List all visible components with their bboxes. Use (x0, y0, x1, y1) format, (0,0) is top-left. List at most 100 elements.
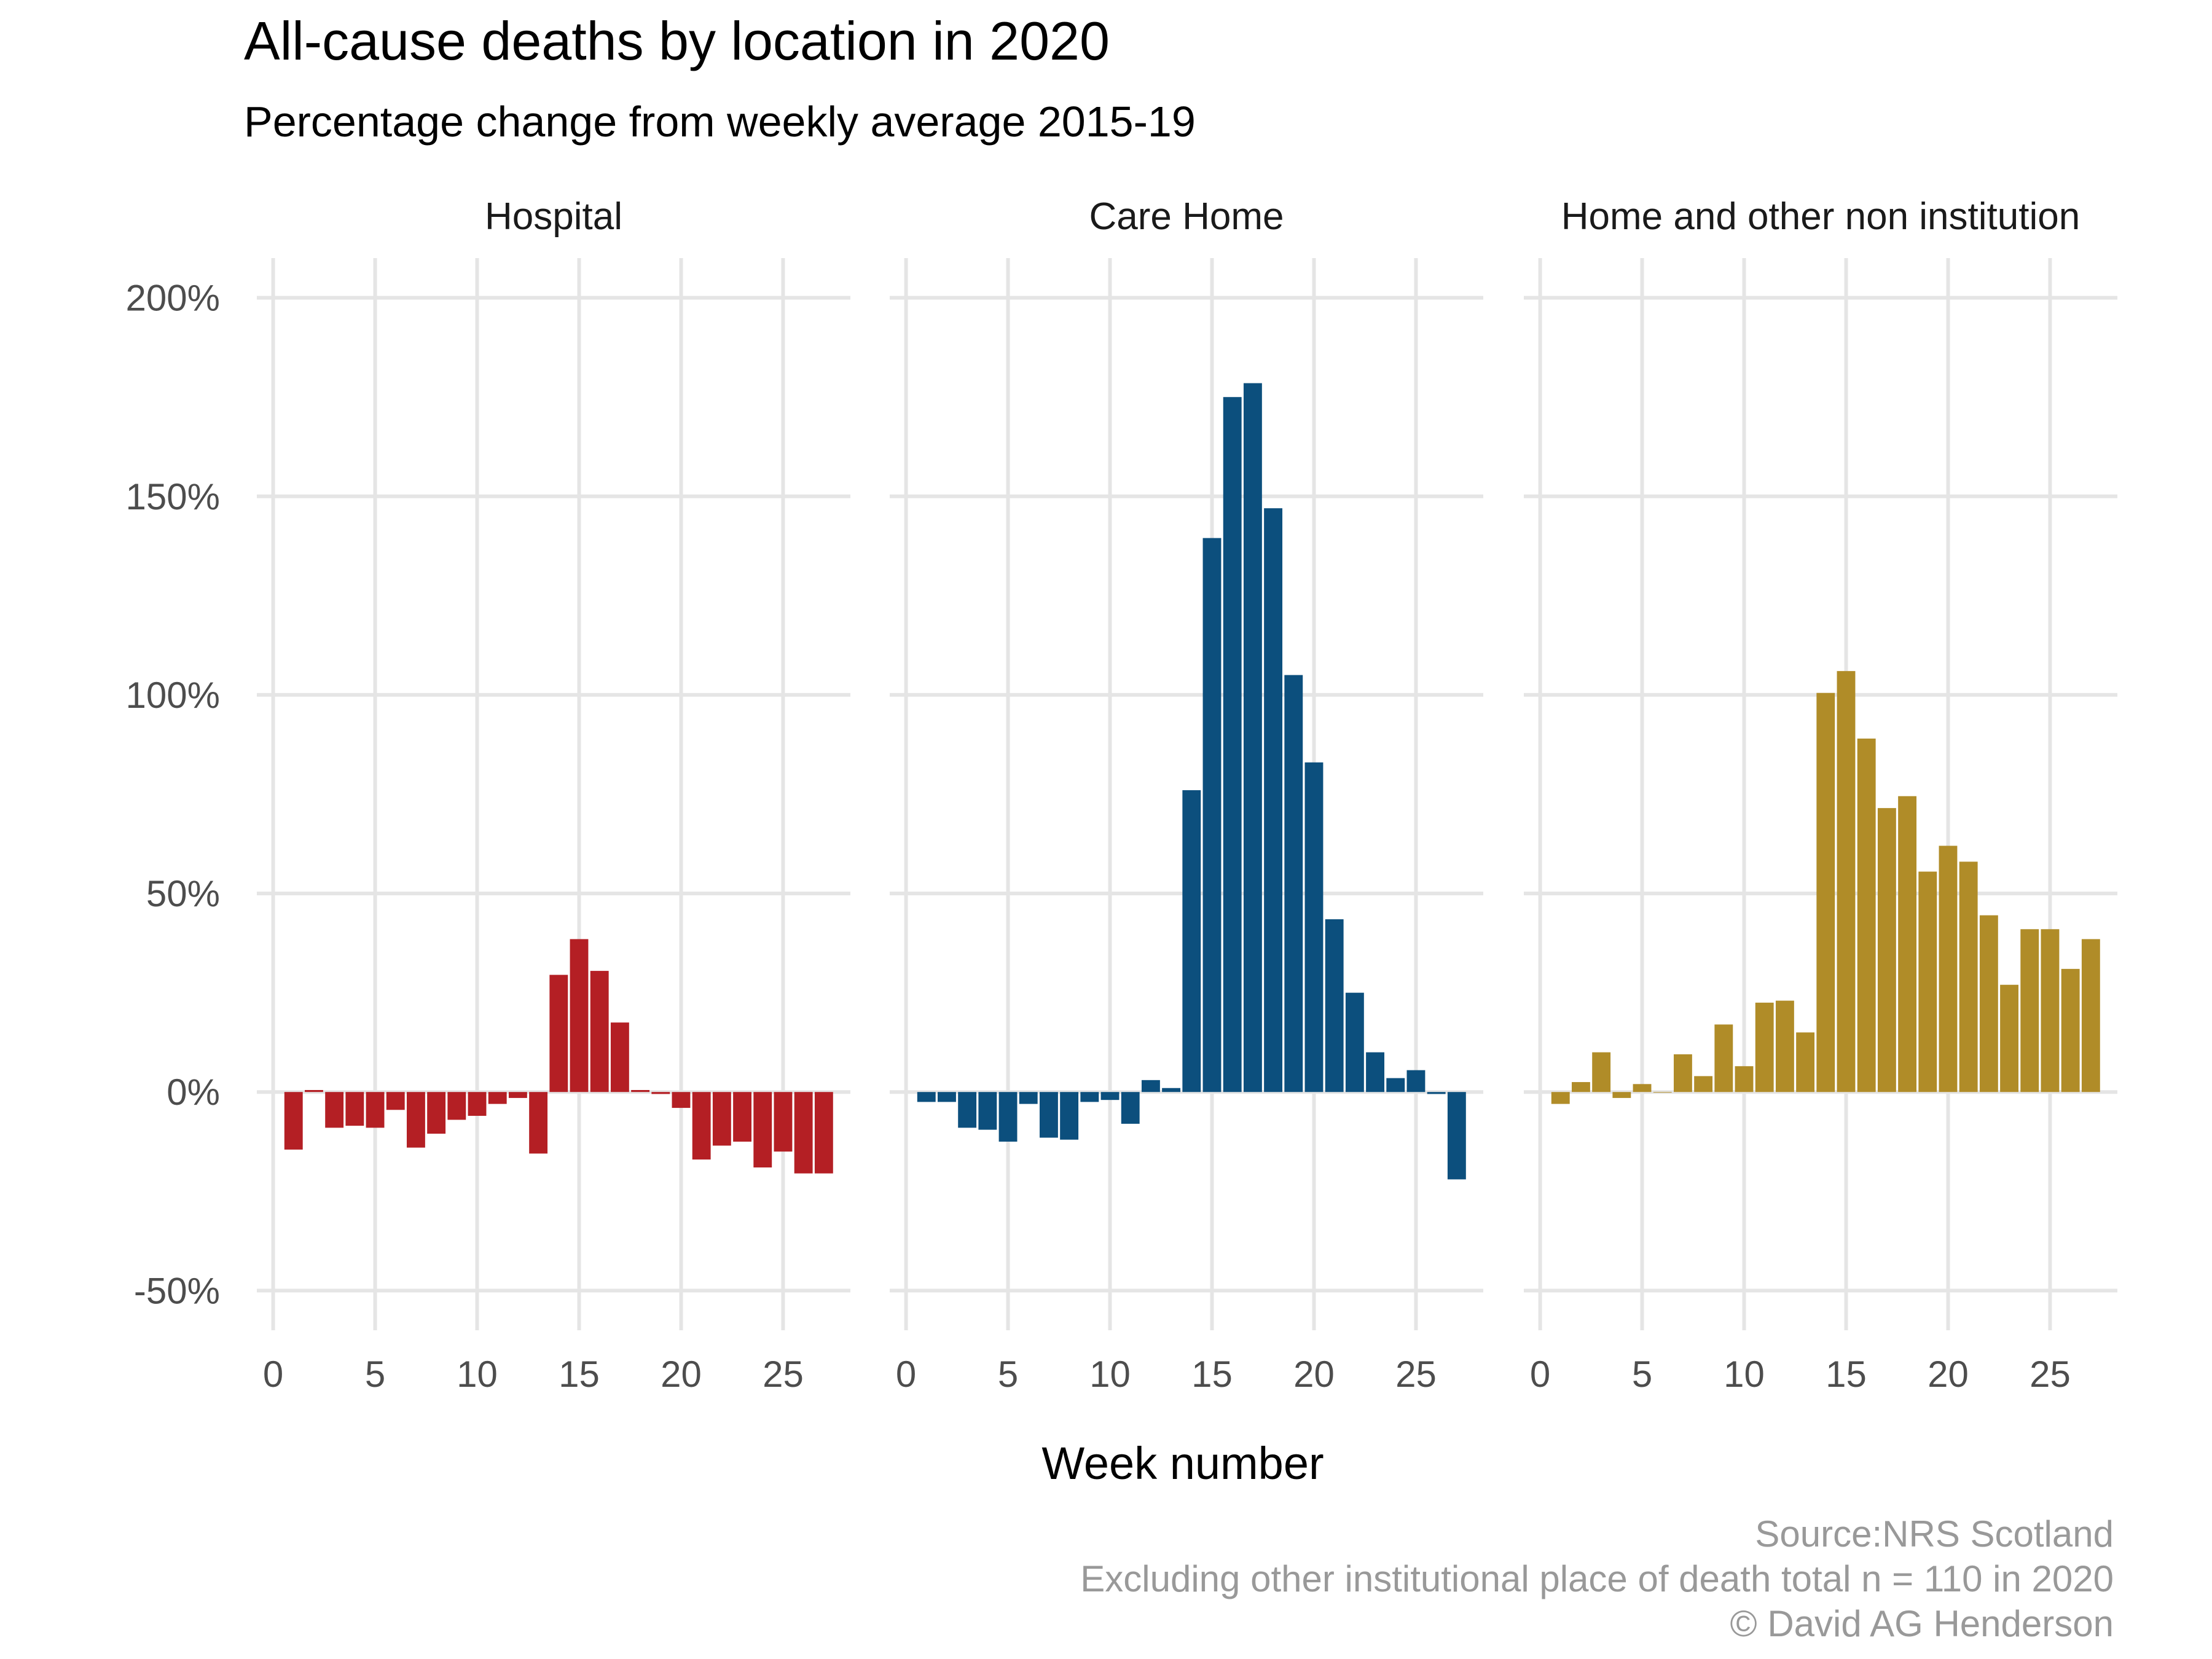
bar-week-12 (508, 1092, 527, 1098)
bar-week-18 (631, 1089, 650, 1092)
bar-week-19 (1918, 871, 1937, 1092)
bar-week-20 (1304, 762, 1324, 1092)
bar-week-13 (1796, 1032, 1815, 1092)
bar-week-23 (2000, 984, 2018, 1092)
chart-title: All-cause deaths by location in 2020 (244, 10, 1110, 71)
x-tick-label: 10 (1089, 1354, 1131, 1395)
bar-week-26 (1427, 1092, 1446, 1094)
bar-week-18 (1898, 796, 1917, 1092)
bar-week-24 (2020, 929, 2039, 1092)
x-tick-label: 5 (998, 1354, 1018, 1395)
bar-week-15 (1202, 538, 1222, 1092)
bar-week-2 (1572, 1082, 1590, 1092)
x-tick-label: 15 (1826, 1354, 1867, 1395)
x-tick-label: 0 (896, 1354, 916, 1395)
panel-label: Hospital (485, 195, 622, 238)
bar-week-25 (2041, 929, 2060, 1092)
y-tick-label: 0% (167, 1072, 220, 1113)
bar-week-9 (1714, 1024, 1733, 1092)
bar-week-12 (1775, 1000, 1794, 1092)
bar-week-19 (651, 1092, 670, 1094)
bar-week-4 (345, 1092, 364, 1126)
bar-week-14 (549, 975, 568, 1092)
bar-week-8 (427, 1092, 446, 1134)
x-tick-label: 0 (263, 1354, 283, 1395)
panel-2: Care Home 0 5 10 15 20 25 (890, 195, 1483, 1395)
bar-week-3 (958, 1092, 977, 1128)
bar-week-8 (1060, 1092, 1079, 1140)
bar-week-22 (1979, 915, 1998, 1092)
x-tick-label: 15 (1191, 1354, 1233, 1395)
x-tick-label: 5 (1632, 1354, 1652, 1395)
bar-week-20 (1939, 845, 1958, 1092)
bar-week-23 (733, 1092, 751, 1142)
x-tick-label: 10 (457, 1354, 498, 1395)
bar-week-3 (325, 1092, 344, 1128)
bar-week-16 (1857, 739, 1876, 1092)
bar-week-13 (529, 1092, 548, 1154)
bar-week-26 (794, 1092, 813, 1174)
caption-line: Source:NRS Scotland (1755, 1513, 2114, 1555)
bar-week-2 (305, 1089, 323, 1092)
x-tick-label: 20 (1293, 1354, 1335, 1395)
x-tick-label: 20 (1928, 1354, 1969, 1395)
bar-week-11 (488, 1092, 507, 1104)
bar-week-26 (2061, 968, 2080, 1092)
bar-week-12 (1141, 1080, 1160, 1092)
bar-week-15 (1837, 671, 1856, 1092)
x-tick-label: 25 (1395, 1354, 1437, 1395)
bar-week-17 (610, 1022, 629, 1092)
bar-week-17 (1877, 808, 1896, 1092)
bar-week-7 (1039, 1092, 1058, 1138)
x-tick-label: 15 (559, 1354, 600, 1395)
bar-week-1 (284, 1092, 303, 1150)
chart-subtitle: Percentage change from weekly average 20… (244, 98, 1196, 146)
bar-week-3 (1592, 1052, 1611, 1092)
bar-week-25 (1406, 1070, 1426, 1092)
x-tick-label: 25 (763, 1354, 804, 1395)
bar-week-4 (978, 1092, 997, 1130)
x-tick-label: 5 (365, 1354, 385, 1395)
bar-week-6 (1019, 1092, 1038, 1104)
bar-week-6 (386, 1092, 405, 1110)
bar-week-10 (1100, 1092, 1120, 1100)
bar-week-23 (1366, 1052, 1384, 1092)
bar-week-25 (774, 1092, 793, 1152)
bar-week-21 (692, 1092, 711, 1160)
bar-week-10 (1735, 1066, 1754, 1092)
panel-label: Care Home (1089, 195, 1284, 238)
bar-week-27 (1447, 1092, 1466, 1180)
bar-week-9 (1080, 1092, 1099, 1102)
x-tick-label: 20 (661, 1354, 702, 1395)
y-tick-label: 150% (126, 476, 220, 517)
y-tick-label: 100% (126, 675, 220, 716)
panel-label: Home and other non institution (1561, 195, 2080, 238)
bar-week-9 (447, 1092, 466, 1120)
bar-week-19 (1284, 675, 1303, 1092)
x-tick-label: 0 (1530, 1354, 1550, 1395)
bar-week-5 (1633, 1084, 1652, 1092)
panel-3: Home and other non institution 0 5 10 15 20 25 (1524, 195, 2117, 1395)
bar-week-14 (1182, 790, 1201, 1092)
x-tick-label: 10 (1724, 1354, 1765, 1395)
bar-week-17 (1243, 383, 1262, 1092)
bar-week-16 (590, 971, 609, 1092)
bar-week-5 (998, 1092, 1018, 1142)
bar-week-22 (712, 1092, 731, 1146)
bar-week-18 (1264, 508, 1283, 1092)
bar-week-21 (1325, 919, 1344, 1092)
bar-week-22 (1345, 992, 1364, 1092)
bar-week-27 (814, 1092, 833, 1174)
bar-week-11 (1755, 1002, 1774, 1092)
y-tick-label: 50% (146, 873, 220, 914)
bar-week-1 (1551, 1092, 1570, 1104)
caption-line: © David AG Henderson (1730, 1603, 2114, 1644)
x-tick-label: 25 (2030, 1354, 2071, 1395)
bar-week-13 (1162, 1088, 1181, 1092)
bar-week-20 (672, 1092, 691, 1108)
bar-week-24 (753, 1092, 772, 1168)
bar-week-7 (1673, 1054, 1692, 1092)
